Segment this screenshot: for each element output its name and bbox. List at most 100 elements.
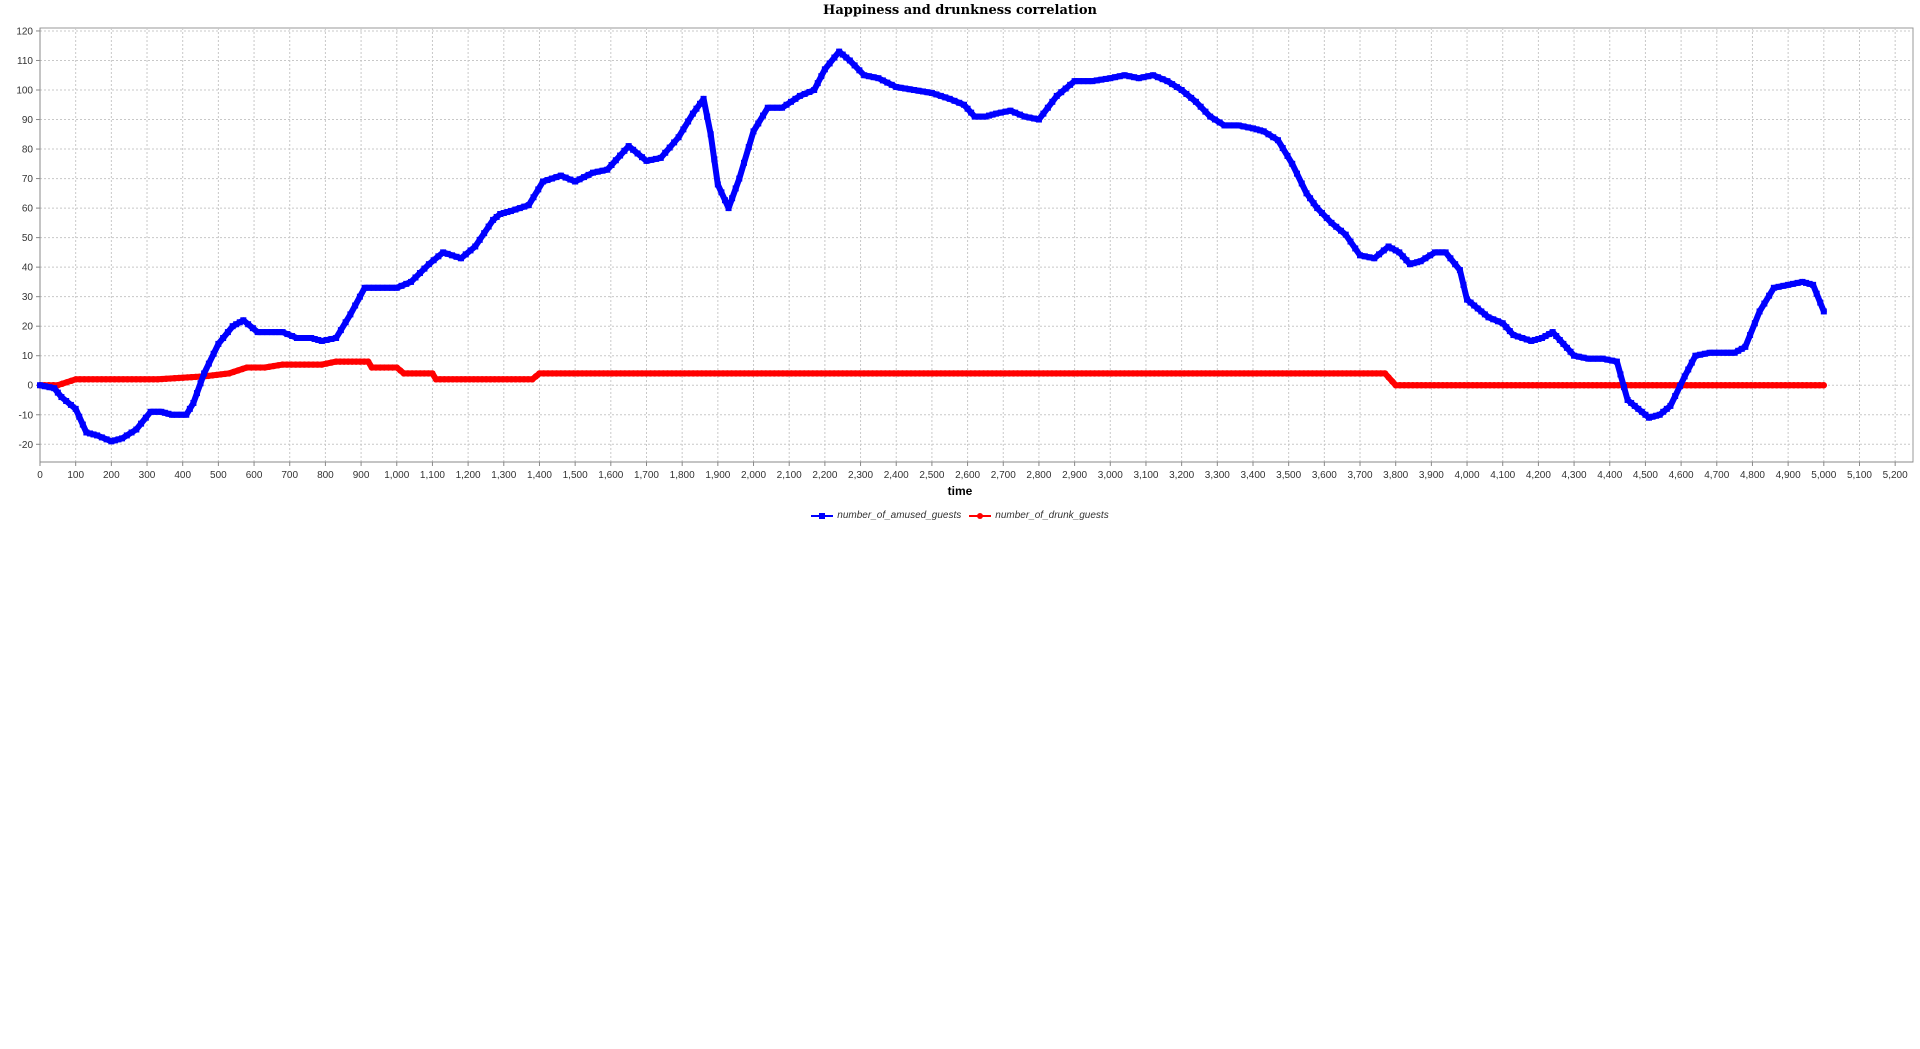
data-point bbox=[1284, 152, 1291, 159]
data-point bbox=[1293, 170, 1300, 177]
data-point bbox=[639, 154, 646, 161]
data-point bbox=[769, 104, 776, 111]
data-point bbox=[186, 405, 193, 412]
data-point bbox=[485, 223, 492, 230]
data-point bbox=[1747, 332, 1754, 339]
data-point bbox=[512, 206, 519, 213]
x-tick-label: 3,200 bbox=[1169, 470, 1194, 481]
data-point bbox=[1439, 249, 1446, 256]
data-point bbox=[1474, 305, 1481, 312]
y-tick-label: 90 bbox=[22, 115, 34, 126]
data-point bbox=[951, 97, 958, 104]
data-point bbox=[1631, 402, 1638, 409]
data-point bbox=[421, 265, 428, 272]
data-point bbox=[151, 408, 158, 415]
data-point bbox=[1613, 358, 1620, 365]
y-tick-label: 60 bbox=[22, 204, 34, 215]
x-tick-label: 1,700 bbox=[634, 470, 659, 481]
x-tick-label: 4,100 bbox=[1490, 470, 1515, 481]
x-tick-label: 1,600 bbox=[598, 470, 623, 481]
data-point bbox=[500, 210, 507, 217]
data-point bbox=[1519, 335, 1526, 341]
data-point bbox=[1357, 252, 1364, 259]
data-point bbox=[585, 171, 592, 178]
data-point bbox=[1126, 73, 1133, 80]
plot-background bbox=[39, 27, 1914, 463]
data-point bbox=[1431, 249, 1438, 256]
data-point bbox=[224, 329, 231, 336]
data-point bbox=[806, 88, 813, 95]
data-point bbox=[1116, 73, 1123, 80]
y-tick-label: 10 bbox=[22, 351, 34, 362]
data-point bbox=[233, 321, 240, 328]
legend-label-amused: number_of_amused_guests bbox=[837, 510, 962, 521]
data-point bbox=[700, 95, 707, 102]
data-point bbox=[205, 360, 212, 367]
data-point bbox=[1514, 333, 1521, 340]
data-point bbox=[1542, 333, 1549, 340]
data-point bbox=[1062, 85, 1069, 92]
data-point bbox=[567, 176, 574, 183]
data-point bbox=[1599, 355, 1606, 362]
data-point bbox=[1392, 247, 1399, 254]
data-point bbox=[643, 157, 650, 164]
data-point bbox=[1756, 308, 1763, 315]
data-point bbox=[1417, 258, 1424, 265]
data-point bbox=[370, 284, 377, 291]
data-point bbox=[1197, 103, 1204, 110]
data-point bbox=[1706, 349, 1713, 356]
data-point bbox=[375, 284, 382, 291]
data-point bbox=[318, 361, 326, 368]
data-point bbox=[1575, 353, 1582, 360]
data-point bbox=[1442, 249, 1449, 256]
data-point bbox=[449, 252, 456, 259]
legend-item-amused: number_of_amused_guests bbox=[811, 510, 961, 521]
data-point bbox=[1226, 122, 1233, 129]
data-point bbox=[1531, 336, 1538, 343]
data-point bbox=[1481, 311, 1488, 318]
data-point bbox=[356, 293, 363, 300]
data-point bbox=[1460, 281, 1467, 288]
data-point bbox=[1140, 74, 1147, 81]
data-point bbox=[562, 174, 569, 181]
data-point bbox=[1098, 76, 1105, 83]
data-point bbox=[617, 152, 624, 159]
data-point bbox=[379, 284, 386, 291]
data-point bbox=[1697, 351, 1704, 358]
data-point bbox=[1396, 249, 1403, 256]
data-point bbox=[884, 79, 891, 86]
data-point bbox=[46, 384, 53, 391]
data-point bbox=[836, 48, 843, 55]
data-point bbox=[851, 62, 858, 69]
data-point bbox=[1270, 134, 1277, 141]
x-tick-label: 0 bbox=[37, 470, 43, 481]
data-point bbox=[897, 84, 904, 91]
data-point bbox=[971, 113, 978, 120]
data-point bbox=[1245, 124, 1252, 131]
data-point bbox=[1385, 243, 1392, 250]
data-point bbox=[467, 247, 474, 254]
data-point bbox=[72, 405, 79, 412]
data-point bbox=[875, 75, 882, 82]
data-point bbox=[1813, 290, 1820, 297]
data-point bbox=[1656, 411, 1663, 418]
data-point bbox=[1427, 252, 1434, 259]
data-point bbox=[361, 284, 368, 291]
data-point bbox=[1202, 108, 1209, 115]
data-point bbox=[604, 166, 611, 173]
x-tick-label: 1,000 bbox=[384, 470, 409, 481]
data-point bbox=[257, 364, 264, 371]
data-point bbox=[1131, 74, 1138, 81]
data-point bbox=[1235, 122, 1242, 129]
data-point bbox=[1323, 214, 1330, 221]
data-point bbox=[412, 274, 419, 281]
data-point bbox=[1352, 245, 1359, 252]
data-point bbox=[493, 213, 500, 220]
x-tick-label: 2,800 bbox=[1026, 470, 1051, 481]
data-point bbox=[403, 280, 410, 287]
data-point bbox=[975, 113, 982, 120]
y-tick-label: 30 bbox=[22, 292, 34, 303]
y-tick-label: 80 bbox=[22, 145, 34, 156]
data-point bbox=[1523, 336, 1530, 343]
